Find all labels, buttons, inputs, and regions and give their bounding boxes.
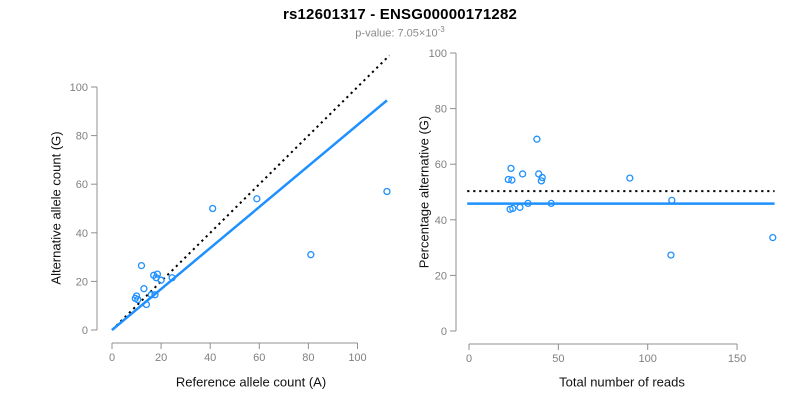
left-scatter-point bbox=[134, 295, 142, 304]
left-scatter-point bbox=[307, 251, 315, 259]
left-scatter-point bbox=[157, 276, 165, 284]
left-y-tick-label: 100 bbox=[70, 82, 88, 94]
right-scatter-point bbox=[626, 174, 634, 182]
left-y-tick-label: 40 bbox=[76, 228, 88, 240]
left-x-tick-label: 40 bbox=[204, 352, 216, 364]
right-scatter-point bbox=[537, 177, 546, 185]
right-scatter-point bbox=[516, 203, 524, 211]
right-scatter-point bbox=[524, 199, 532, 208]
left-scatter-point bbox=[151, 291, 159, 299]
right-scatter-point bbox=[518, 170, 527, 178]
right-scatter-point bbox=[535, 170, 543, 178]
left-x-axis-title: Reference allele count (A) bbox=[175, 374, 327, 390]
left-x-tick-label: 60 bbox=[253, 352, 265, 364]
right-y-tick-label: 20 bbox=[435, 270, 447, 282]
regression-line bbox=[111, 99, 388, 331]
pvalue-exponent: -3 bbox=[437, 25, 445, 34]
left-scatter-point bbox=[147, 291, 155, 299]
right-y-tick-label: 0 bbox=[441, 326, 447, 338]
right-scatter-point bbox=[508, 176, 516, 184]
left-y-tick-label: 20 bbox=[76, 276, 88, 288]
pvalue-text: p-value: 7.05×10 bbox=[355, 27, 438, 40]
right-scatter-point bbox=[509, 204, 517, 213]
left-y-tick-label: 60 bbox=[76, 179, 88, 191]
right-scatter-point bbox=[533, 135, 541, 143]
left-x-tick-label: 80 bbox=[302, 352, 314, 364]
right-scatter-point bbox=[769, 233, 777, 242]
right-scatter-point bbox=[668, 196, 676, 204]
right-scatter-point bbox=[504, 175, 512, 184]
left-scatter-point bbox=[383, 187, 391, 196]
right-scatter-point bbox=[547, 199, 555, 208]
left-scatter-point bbox=[253, 195, 261, 203]
left-x-tick-label: 100 bbox=[348, 352, 366, 364]
left-y-tick-label: 80 bbox=[76, 131, 88, 143]
right-x-tick-label: 150 bbox=[728, 353, 746, 365]
left-scatter-point bbox=[142, 300, 151, 309]
right-x-tick-label: 50 bbox=[552, 353, 564, 365]
right-y-tick-label: 100 bbox=[429, 48, 447, 60]
right-y-tick-label: 80 bbox=[435, 104, 447, 116]
right-x-tick-label: 100 bbox=[639, 353, 657, 365]
right-scatter-point bbox=[667, 251, 675, 259]
left-y-axis-title: Alternative allele count (G) bbox=[48, 131, 64, 285]
right-scatter-point bbox=[538, 173, 546, 182]
right-x-axis-title: Total number of reads bbox=[559, 374, 685, 390]
left-x-tick-label: 0 bbox=[109, 352, 115, 364]
right-y-tick-label: 40 bbox=[435, 215, 447, 227]
left-scatter-point bbox=[209, 204, 217, 213]
right-scatter-point bbox=[507, 164, 515, 173]
left-x-tick-label: 20 bbox=[155, 352, 167, 364]
left-scatter-point bbox=[137, 261, 146, 270]
right-y-axis-title: Percentage alternative (G) bbox=[416, 115, 432, 269]
left-scatter-point bbox=[153, 270, 162, 278]
identity-line bbox=[111, 54, 391, 331]
right-y-tick-label: 60 bbox=[435, 159, 447, 171]
left-scatter-point bbox=[168, 274, 176, 282]
right-x-tick-label: 0 bbox=[466, 353, 472, 365]
left-scatter-point bbox=[132, 292, 141, 300]
left-y-tick-label: 0 bbox=[82, 325, 88, 337]
chart-title: rs12601317 - ENSG00000171282 bbox=[282, 6, 518, 23]
pvalue-subtitle: p-value: 7.05×10-3 bbox=[0, 25, 800, 40]
left-scatter-point bbox=[140, 285, 148, 293]
